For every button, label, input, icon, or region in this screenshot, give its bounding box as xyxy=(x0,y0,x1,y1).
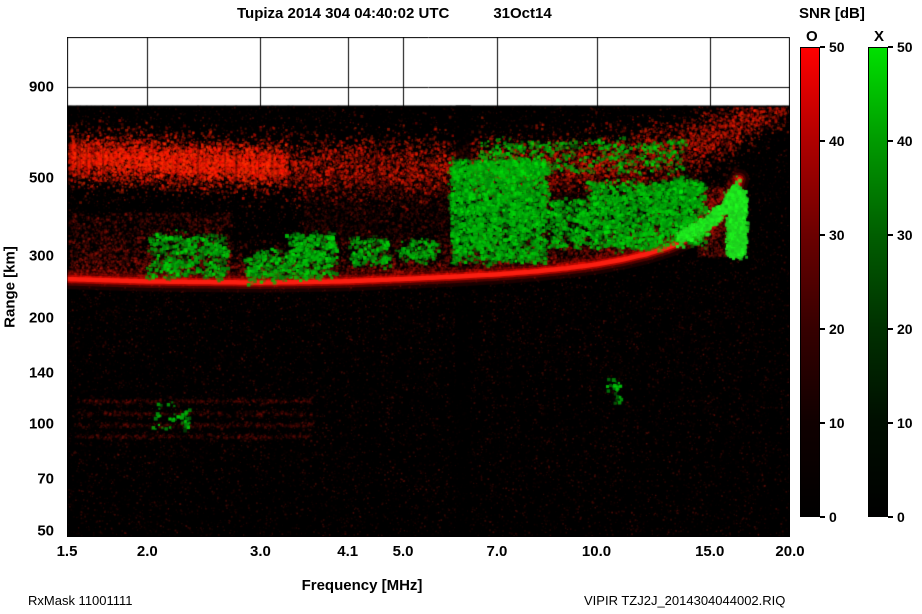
colorbar-tick: 40 xyxy=(820,133,845,149)
colorbar-tick-mark xyxy=(888,234,893,236)
plot-area xyxy=(67,37,790,537)
colorbar-tick-value: 50 xyxy=(897,39,913,55)
x-mode-colorbar xyxy=(868,47,888,517)
y-tick-label: 70 xyxy=(37,470,54,488)
x-tick-label: 10.0 xyxy=(581,543,612,560)
colorbar-tick: 0 xyxy=(888,509,905,525)
colorbar-tick-value: 10 xyxy=(829,415,845,431)
colorbar-tick-mark xyxy=(820,234,825,236)
y-tick-label: 300 xyxy=(28,247,54,265)
rxmask-label: RxMask 11001111 xyxy=(28,593,133,608)
x-tick-label: 4.1 xyxy=(337,543,359,560)
x-tick-label: 2.0 xyxy=(136,543,158,560)
o-mode-label: O xyxy=(806,28,818,45)
colorbar-tick-mark xyxy=(888,140,893,142)
colorbar-tick-value: 30 xyxy=(897,227,913,243)
y-tick-label: 100 xyxy=(28,415,54,433)
x-tick-label: 7.0 xyxy=(486,543,508,560)
colorbar-tick-value: 0 xyxy=(897,509,905,525)
x-tick-label: 1.5 xyxy=(56,543,78,560)
plot-date: 31Oct14 xyxy=(493,5,552,22)
colorbar-tick: 30 xyxy=(820,227,845,243)
ionogram-canvas xyxy=(67,37,790,537)
o-colorbar-ticks: 0 10 20 30 40 50 xyxy=(820,39,854,525)
colorbar-tick-mark xyxy=(820,46,825,48)
x-tick-label: 3.0 xyxy=(250,543,271,560)
colorbar-tick-value: 40 xyxy=(897,133,913,149)
colorbar-tick-mark xyxy=(888,46,893,48)
colorbar-tick-value: 40 xyxy=(829,133,845,149)
y-tick-label: 200 xyxy=(28,309,54,327)
colorbar-tick: 30 xyxy=(888,227,913,243)
colorbar-tick-mark xyxy=(888,516,893,518)
colorbar-tick-mark xyxy=(820,422,825,424)
colorbar-tick-mark xyxy=(820,140,825,142)
colorbar-tick-value: 0 xyxy=(829,509,837,525)
colorbar-tick-mark xyxy=(888,328,893,330)
y-tick-label: 50 xyxy=(37,522,54,540)
x-axis-label: Frequency [MHz] xyxy=(301,577,423,594)
colorbar-tick: 50 xyxy=(820,39,845,55)
y-tick-label: 900 xyxy=(28,78,54,96)
o-mode-colorbar xyxy=(800,47,820,517)
x-tick-label: 20.0 xyxy=(775,543,805,560)
colorbar-tick-mark xyxy=(820,516,825,518)
colorbar-tick: 10 xyxy=(888,415,913,431)
colorbar-tick: 10 xyxy=(820,415,845,431)
colorbar-tick: 40 xyxy=(888,133,913,149)
colorbar-tick-value: 20 xyxy=(897,321,913,337)
filename-label: VIPIR TZJ2J_2014304044002.RIQ xyxy=(584,593,786,608)
colorbar-tick: 20 xyxy=(888,321,913,337)
colorbar-tick-mark xyxy=(888,422,893,424)
colorbar-tick: 50 xyxy=(888,39,913,55)
colorbar-tick-value: 10 xyxy=(897,415,913,431)
colorbar-tick: 0 xyxy=(820,509,837,525)
x-axis-ticks: 1.5 2.0 3.0 4.1 5.0 7.0 10.0 15.0 20.0 xyxy=(57,543,805,563)
colorbar-title: SNR [dB] xyxy=(799,5,865,22)
colorbar-tick-mark xyxy=(820,328,825,330)
colorbar-tick-value: 50 xyxy=(829,39,845,55)
x-tick-label: 15.0 xyxy=(695,543,725,560)
y-tick-label: 140 xyxy=(28,364,54,382)
x-mode-label: X xyxy=(874,28,885,45)
y-tick-label: 500 xyxy=(28,169,54,187)
colorbar-tick: 20 xyxy=(820,321,845,337)
x-colorbar-ticks: 0 10 20 30 40 50 xyxy=(888,39,922,525)
colorbar-tick-value: 20 xyxy=(829,321,845,337)
plot-title: Tupiza 2014 304 04:40:02 UTC xyxy=(237,5,450,22)
colorbar-tick-value: 30 xyxy=(829,227,845,243)
plot-header: Tupiza 2014 304 04:40:02 UTC 31Oct14 xyxy=(237,5,552,22)
y-axis-ticks: 50 70 100 140 200 300 500 900 xyxy=(0,37,60,540)
x-tick-label: 5.0 xyxy=(392,543,414,560)
